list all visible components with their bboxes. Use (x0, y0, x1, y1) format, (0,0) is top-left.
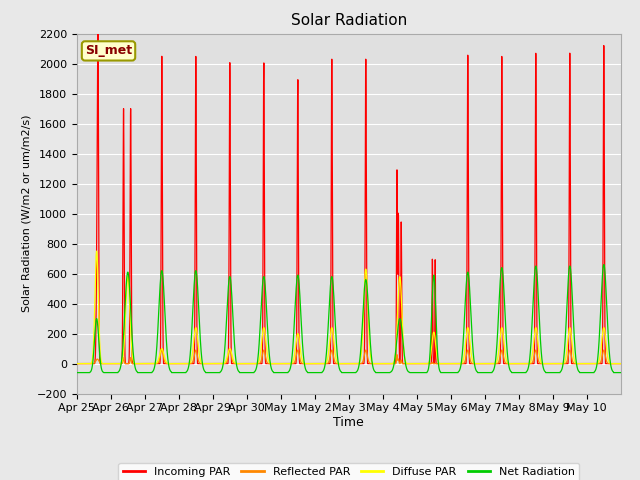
Legend: Incoming PAR, Reflected PAR, Diffuse PAR, Net Radiation: Incoming PAR, Reflected PAR, Diffuse PAR… (118, 463, 579, 480)
Title: Solar Radiation: Solar Radiation (291, 13, 407, 28)
Text: SI_met: SI_met (85, 44, 132, 58)
X-axis label: Time: Time (333, 416, 364, 429)
Y-axis label: Solar Radiation (W/m2 or um/m2/s): Solar Radiation (W/m2 or um/m2/s) (21, 115, 31, 312)
